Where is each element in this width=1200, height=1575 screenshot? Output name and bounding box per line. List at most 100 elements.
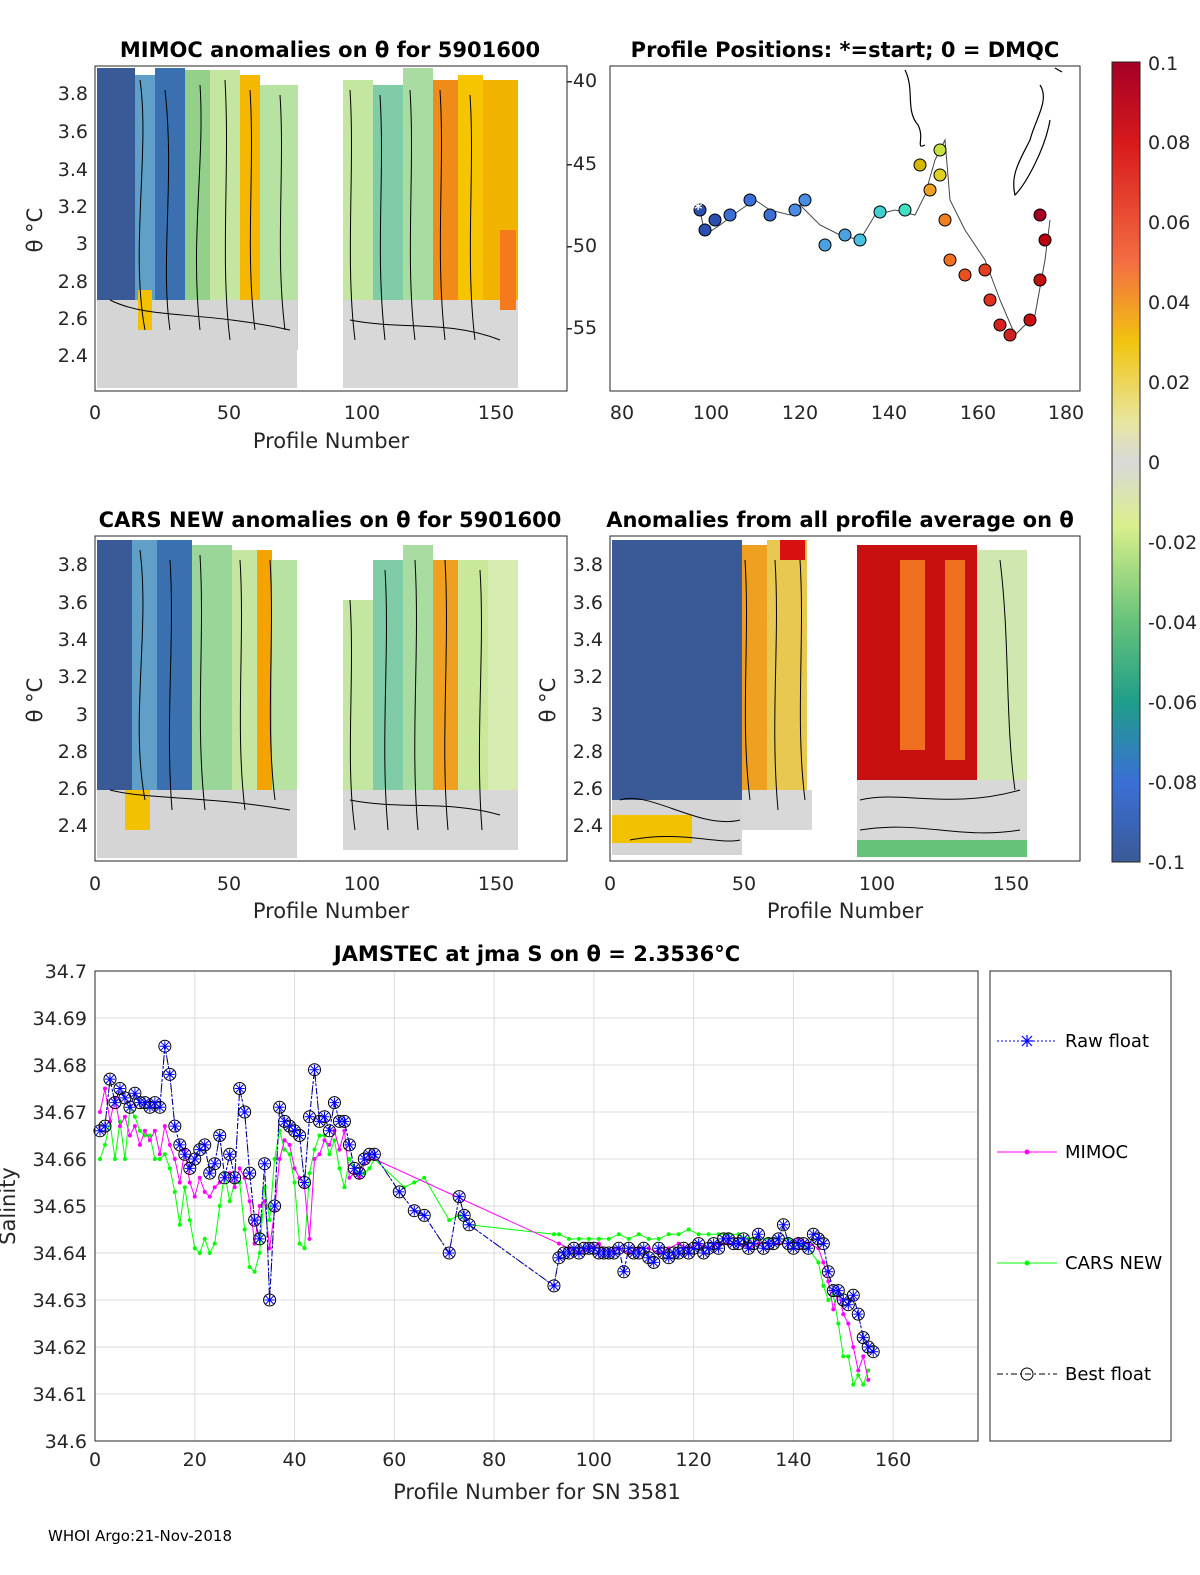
positions-ytick-labels: -40 -45 -50 -55 [566, 70, 597, 339]
data-point [347, 1175, 352, 1180]
data-point [157, 1157, 162, 1161]
data-point [97, 1157, 102, 1161]
allavg-axes-box [609, 535, 1081, 862]
data-point [282, 1147, 287, 1152]
cars-xtick: 100 [344, 873, 380, 895]
data-point [194, 1144, 205, 1155]
positions-ytick: -55 [566, 317, 597, 339]
positions-ytick: -40 [566, 70, 597, 92]
data-point [214, 1130, 225, 1141]
series-best-float [93, 1039, 880, 1359]
salinity-xtick: 40 [282, 1449, 306, 1471]
data-point [663, 1252, 674, 1263]
data-point [788, 1243, 799, 1254]
data-point [808, 1229, 819, 1240]
data-point [656, 1236, 661, 1241]
data-point [297, 1241, 302, 1246]
data-point [223, 1147, 237, 1161]
data-point [122, 1157, 127, 1161]
data-point [856, 1368, 861, 1373]
data-point [648, 1257, 659, 1268]
data-point [249, 1215, 260, 1226]
salinity-ytick: 34.7 [45, 961, 87, 983]
colorbar: 0.1 0.08 0.06 0.04 0.02 0 -0.02 -0.04 -0… [1111, 53, 1197, 874]
cars-ytick: 3.2 [58, 666, 88, 688]
data-point [459, 1210, 470, 1221]
allavg-ytick: 2.8 [573, 741, 603, 763]
mimoc-ytick-labels: 3.8 3.6 3.4 3.2 3 2.8 2.6 2.4 [58, 83, 88, 367]
data-point [616, 1232, 621, 1237]
data-point [843, 1299, 854, 1310]
data-point [204, 1168, 215, 1179]
data-point [287, 1142, 292, 1147]
allavg-ylabel: θ °C [536, 678, 560, 723]
cars-ytick-labels: 3.8 3.6 3.4 3.2 3 2.8 2.6 2.4 [58, 554, 88, 837]
allavg-ytick: 3.8 [573, 554, 603, 576]
positions-ytick: -50 [566, 235, 597, 257]
data-point [813, 1233, 824, 1244]
data-point [613, 1243, 624, 1254]
data-point [174, 1139, 185, 1150]
data-point [299, 1177, 310, 1188]
data-point [596, 1236, 601, 1241]
data-point [259, 1158, 270, 1169]
data-point [588, 1243, 599, 1254]
data-point [167, 1142, 172, 1147]
data-point [369, 1149, 380, 1160]
data-point [816, 1237, 830, 1251]
data-point [212, 1241, 217, 1246]
data-point [312, 1147, 317, 1152]
data-point [846, 1354, 851, 1359]
data-point [758, 1243, 769, 1254]
data-point [327, 1152, 332, 1157]
data-point [821, 1265, 835, 1279]
data-point [866, 1377, 871, 1382]
data-point [806, 1227, 820, 1241]
data-point [213, 1129, 227, 1142]
salinity-ytick: 34.63 [33, 1290, 87, 1312]
data-point [154, 1102, 165, 1113]
data-point [159, 1041, 170, 1052]
data-point [337, 1147, 342, 1152]
positions-xtick: 180 [1048, 402, 1084, 424]
data-point [242, 1227, 247, 1232]
data-point [278, 1114, 292, 1128]
legend-label: MIMOC [1065, 1142, 1128, 1163]
data-point [803, 1243, 814, 1254]
data-point [861, 1354, 866, 1359]
colorbar-tick: -0.06 [1148, 692, 1197, 714]
allavg-ytick: 3.4 [573, 629, 603, 651]
mimoc-xtick: 50 [217, 402, 241, 424]
legend-marker [1021, 1035, 1033, 1047]
data-point [853, 1309, 864, 1320]
data-point [287, 1152, 292, 1157]
mimoc-xtick: 150 [478, 402, 514, 424]
data-point [422, 1175, 427, 1180]
data-point [347, 1157, 352, 1161]
data-point [821, 1260, 826, 1265]
data-point [237, 1166, 242, 1171]
mimoc-panel: MIMOC anomalies on θ for 5901600 [23, 38, 568, 453]
mimoc-ytick: 2.6 [58, 308, 88, 330]
data-point [277, 1157, 282, 1161]
legend-box [989, 970, 1172, 1442]
legend-item: MIMOC [997, 1142, 1128, 1163]
data-point [329, 1097, 340, 1108]
data-point [742, 1241, 756, 1255]
data-point [866, 1345, 880, 1359]
series-line [99, 1046, 874, 1353]
salinity-xtick: 60 [382, 1449, 406, 1471]
data-point [686, 1227, 691, 1232]
data-point [344, 1139, 355, 1150]
data-point [102, 1142, 107, 1147]
data-point [149, 1097, 160, 1108]
data-point [164, 1069, 175, 1080]
data-point [207, 1251, 212, 1255]
salinity-xtick: 20 [183, 1449, 207, 1471]
legend: Raw float MIMOC CARS NEW Best float [989, 970, 1172, 1442]
profile-track: * [693, 138, 1052, 342]
data-point [93, 1124, 107, 1138]
data-point [257, 1204, 262, 1208]
data-point [172, 1189, 177, 1194]
data-point [653, 1243, 664, 1254]
